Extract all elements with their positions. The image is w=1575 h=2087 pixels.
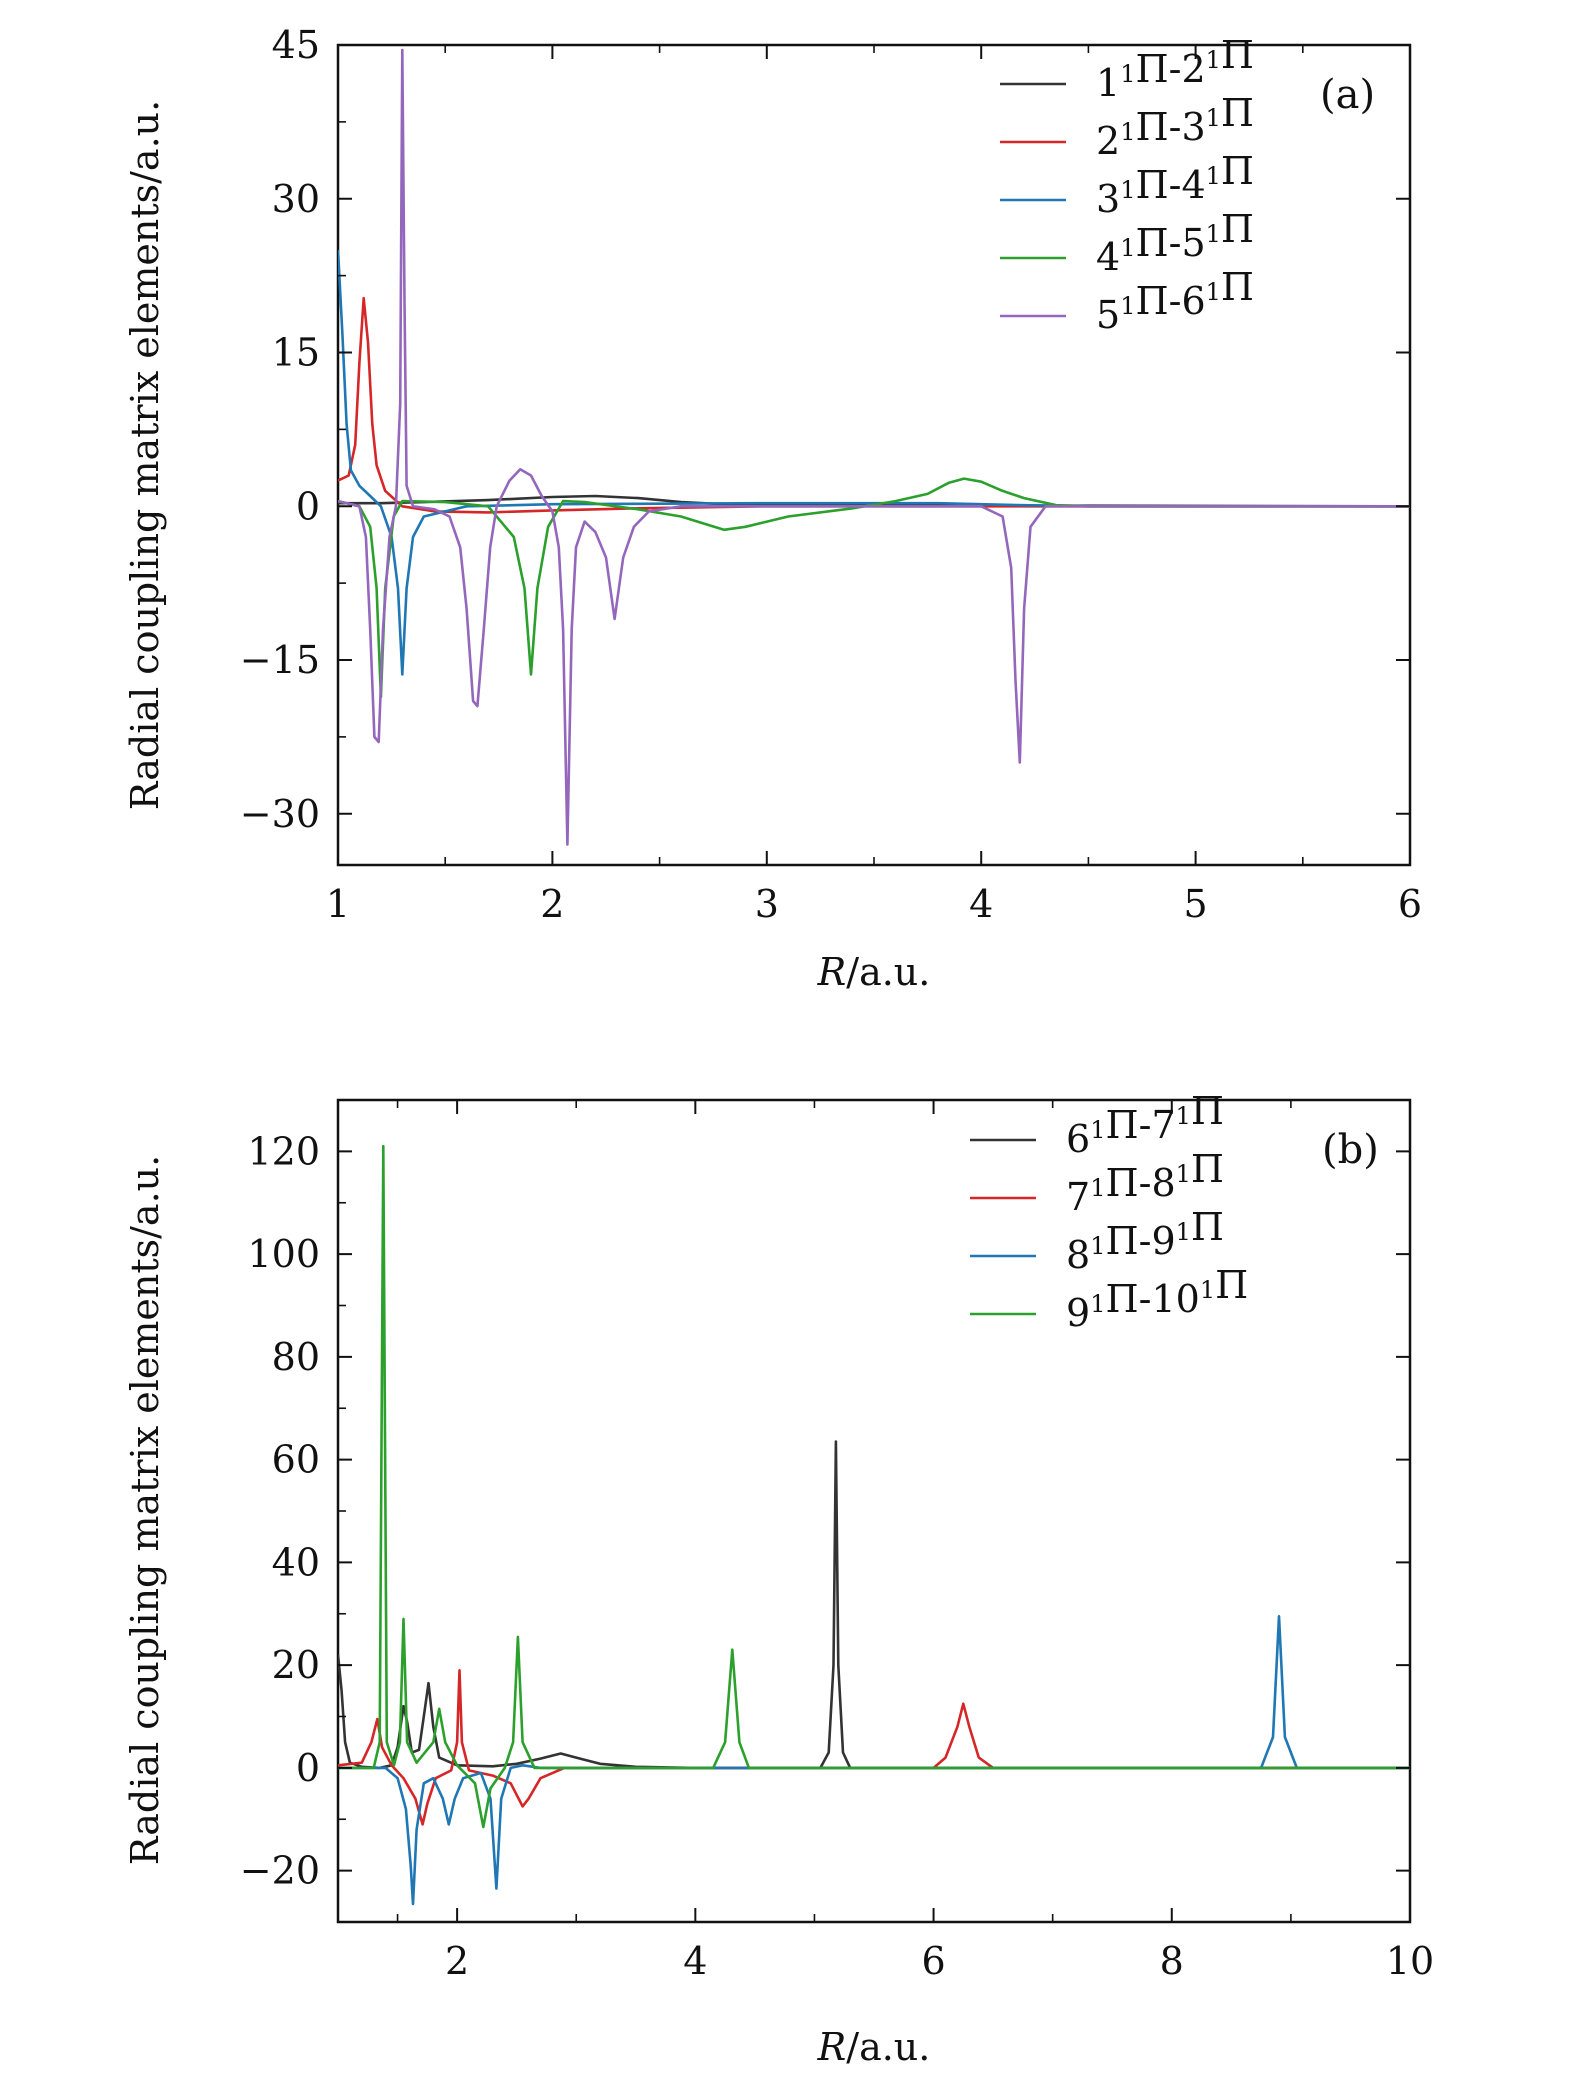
x-tick-label: 4 (683, 1939, 707, 1983)
series-line-4 (338, 1144, 1410, 1829)
series-line-2 (338, 1669, 1410, 1826)
x-tick-label: 6 (921, 1939, 945, 1983)
plot-frame (336, 1098, 1412, 1924)
series-line-1 (338, 1440, 1410, 1770)
x-tick-label: 3 (755, 882, 779, 926)
series-line-2 (338, 296, 1410, 514)
y-tick-label: −15 (240, 638, 320, 682)
y-tick-label: 120 (247, 1129, 320, 1173)
series-group (338, 48, 1410, 846)
panel-b: 2 4 6 8 10 −20 0 20 40 60 80 100 120 61Π-71Π71Π-81Π8… (123, 1089, 1434, 2069)
legend-label: 61Π-71Π (1066, 1089, 1224, 1161)
y-axis-label: Radial coupling matrix elements/a.u. (123, 100, 167, 810)
x-axis-label: R/a.u. (817, 950, 931, 994)
series-line-3 (338, 1615, 1410, 1906)
y-axis-label: Radial coupling matrix elements/a.u. (123, 1155, 167, 1865)
y-tick-label: 0 (296, 1746, 320, 1790)
y-tick-label: 15 (272, 331, 320, 375)
x-tick-label: 2 (540, 882, 564, 926)
x-tick-label: 5 (1184, 882, 1208, 926)
x-tick-label: 6 (1398, 882, 1422, 926)
ticks-group: 2 4 6 8 10 −20 0 20 40 60 80 100 120 (240, 1100, 1434, 1983)
x-tick-label: 1 (326, 882, 350, 926)
y-tick-label: 40 (272, 1540, 320, 1584)
legend-label: 91Π-101Π (1066, 1263, 1248, 1335)
legend-label: 31Π-41Π (1096, 149, 1254, 221)
legend-label: 41Π-51Π (1096, 207, 1254, 279)
series-line-5 (338, 48, 1410, 846)
y-tick-label: −20 (240, 1849, 320, 1893)
y-tick-label: 45 (272, 23, 320, 67)
panel-label: (b) (1322, 1127, 1379, 1173)
x-tick-label: 10 (1386, 1939, 1434, 1983)
x-axis-label: R/a.u. (817, 2025, 931, 2069)
x-tick-label: 8 (1160, 1939, 1184, 1983)
legend-label: 51Π-61Π (1096, 265, 1254, 337)
legend-label: 11Π-21Π (1096, 33, 1254, 105)
x-tick-label: 2 (445, 1939, 469, 1983)
y-tick-label: 0 (296, 484, 320, 528)
y-tick-label: 80 (272, 1335, 320, 1379)
series-group (338, 1144, 1410, 1906)
y-tick-label: 30 (272, 177, 320, 221)
y-tick-label: −30 (240, 792, 320, 836)
panel-label: (a) (1320, 72, 1375, 118)
x-tick-label: 4 (969, 882, 993, 926)
legend-label: 71Π-81Π (1066, 1147, 1224, 1219)
legend-label: 81Π-91Π (1066, 1205, 1224, 1277)
series-line-3 (338, 249, 1410, 676)
legend-label: 21Π-31Π (1096, 91, 1254, 163)
y-tick-label: 100 (247, 1232, 320, 1276)
y-tick-label: 60 (272, 1438, 320, 1482)
y-tick-label: 20 (272, 1643, 320, 1687)
